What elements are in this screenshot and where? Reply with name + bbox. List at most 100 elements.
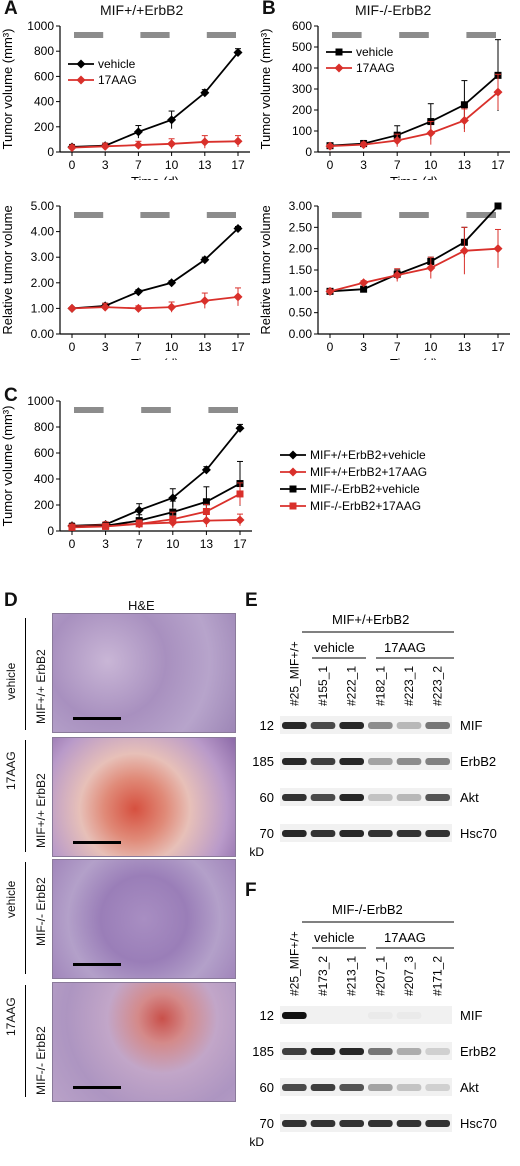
x-tick-label: 3 xyxy=(102,340,109,354)
data-point xyxy=(200,255,210,265)
band-name: MIF xyxy=(460,718,482,733)
western-blot-e: MIF+/+ErbB2 vehicle 17AAG #25_MIF+/+ #155_1 #… xyxy=(249,612,497,859)
data-point xyxy=(102,522,110,530)
group-vehicle-label: vehicle xyxy=(314,640,354,655)
y-tick-label: 0.00 xyxy=(289,327,313,341)
band xyxy=(339,794,364,801)
treatment-bar xyxy=(399,212,429,218)
western-blot-f: MIF-/-ErbB2 vehicle 17AAG #25_MIF+/+ #173_2 #… xyxy=(249,902,497,1149)
x-tick-label: 3 xyxy=(102,537,109,551)
band xyxy=(368,1012,393,1019)
x-tick-label: 17 xyxy=(491,340,505,354)
band xyxy=(339,722,364,729)
band xyxy=(282,830,307,837)
panel-b-title: MIF-/-ErbB2 xyxy=(355,2,432,18)
band xyxy=(425,1120,450,1127)
data-point xyxy=(426,128,436,138)
data-point xyxy=(233,224,243,234)
panel-letter-e: E xyxy=(245,590,258,611)
band xyxy=(282,722,307,729)
treatment-bar xyxy=(74,32,104,38)
y-tick-label: 400 xyxy=(34,472,54,486)
group-17aag-label: 17AAG xyxy=(384,930,426,945)
series-line xyxy=(329,247,499,293)
treatment-bar xyxy=(399,32,429,38)
x-tick-label: 17 xyxy=(231,158,245,172)
x-tick-label: 13 xyxy=(200,537,214,551)
data-point xyxy=(233,136,243,146)
blot-title: MIF-/-ErbB2 xyxy=(332,902,403,917)
mw-marker: 185 xyxy=(252,1044,274,1059)
y-tick-label: 200 xyxy=(34,498,54,512)
blot-strip xyxy=(280,1114,452,1132)
d-row4-genotype: MIF-/- ErbB2 xyxy=(34,1026,48,1095)
scale-bar xyxy=(73,963,121,966)
y-axis-label: Tumor volume (mm³) xyxy=(0,406,15,527)
d-row1-genotype: MIF+/+ ErbB2 xyxy=(34,649,48,724)
band xyxy=(396,1120,422,1127)
data-point xyxy=(133,140,143,150)
data-point xyxy=(236,490,244,498)
band xyxy=(396,758,422,765)
band-name: Akt xyxy=(460,1080,479,1095)
x-tick-label: 3 xyxy=(360,340,367,354)
y-tick-label: 5.00 xyxy=(31,199,55,213)
band xyxy=(425,722,450,729)
data-point xyxy=(426,263,436,273)
legend-label: MIF+/+ErbB2+vehicle xyxy=(310,448,426,462)
x-tick-label: 0 xyxy=(69,158,76,172)
legend-label: MIF-/-ErbB2+vehicle xyxy=(310,482,420,496)
series-line xyxy=(329,91,499,148)
scale-bar xyxy=(73,717,121,720)
treatment-bar xyxy=(140,212,170,218)
he-image-mif-wt-vehicle xyxy=(52,613,236,733)
band xyxy=(425,758,450,765)
d-row3-genotype: MIF-/- ErbB2 xyxy=(34,877,48,946)
x-tick-label: 13 xyxy=(458,158,472,172)
legend-marker xyxy=(288,450,298,460)
band xyxy=(282,1048,307,1055)
legend-label: 17AAG xyxy=(356,61,395,75)
band xyxy=(339,830,364,837)
mw-marker: 70 xyxy=(260,1116,274,1131)
lane-label: #222_1 xyxy=(345,666,359,706)
lane-label: #25_MIF+/+ xyxy=(287,641,301,706)
blot-strip xyxy=(280,788,452,806)
treatment-bar xyxy=(466,32,496,38)
data-point xyxy=(200,137,210,147)
data-point xyxy=(359,278,369,288)
group-vehicle-label: vehicle xyxy=(314,930,354,945)
band xyxy=(339,1048,364,1055)
series-line xyxy=(71,493,241,529)
y-tick-label: 600 xyxy=(292,19,312,33)
x-axis-label: Time (d) xyxy=(390,174,438,180)
d-row2-genotype: MIF+/+ ErbB2 xyxy=(34,773,48,848)
d-row4-bracket xyxy=(25,985,26,1097)
band xyxy=(425,1012,450,1019)
data-point xyxy=(135,520,143,528)
band xyxy=(282,794,307,801)
band xyxy=(311,1012,336,1019)
band-name: Hsc70 xyxy=(460,826,497,841)
band xyxy=(425,1084,450,1091)
legend-label: vehicle xyxy=(98,57,136,71)
blot-strip xyxy=(280,1006,452,1024)
x-tick-label: 7 xyxy=(135,340,142,354)
band xyxy=(397,1012,422,1019)
data-point xyxy=(493,87,503,97)
y-tick-label: 800 xyxy=(34,44,54,58)
band xyxy=(425,1048,450,1055)
x-axis-label: Time (d) xyxy=(390,356,438,360)
chart-a-relative-volume: 0.00 1.00 2.00 3.00 4.00 5.00 0 3 7 10 13 17 Time (d… xyxy=(0,199,250,360)
treatment-bar xyxy=(140,32,170,38)
band xyxy=(310,794,336,801)
y-tick-label: 0 xyxy=(305,145,312,159)
series-line xyxy=(329,74,499,147)
band-name: Hsc70 xyxy=(460,1116,497,1131)
lane-label: #173_2 xyxy=(316,956,330,996)
band xyxy=(339,758,364,765)
band xyxy=(310,1084,336,1091)
blot-strip xyxy=(280,752,452,770)
y-tick-label: 600 xyxy=(34,446,54,460)
series-line xyxy=(329,205,499,293)
